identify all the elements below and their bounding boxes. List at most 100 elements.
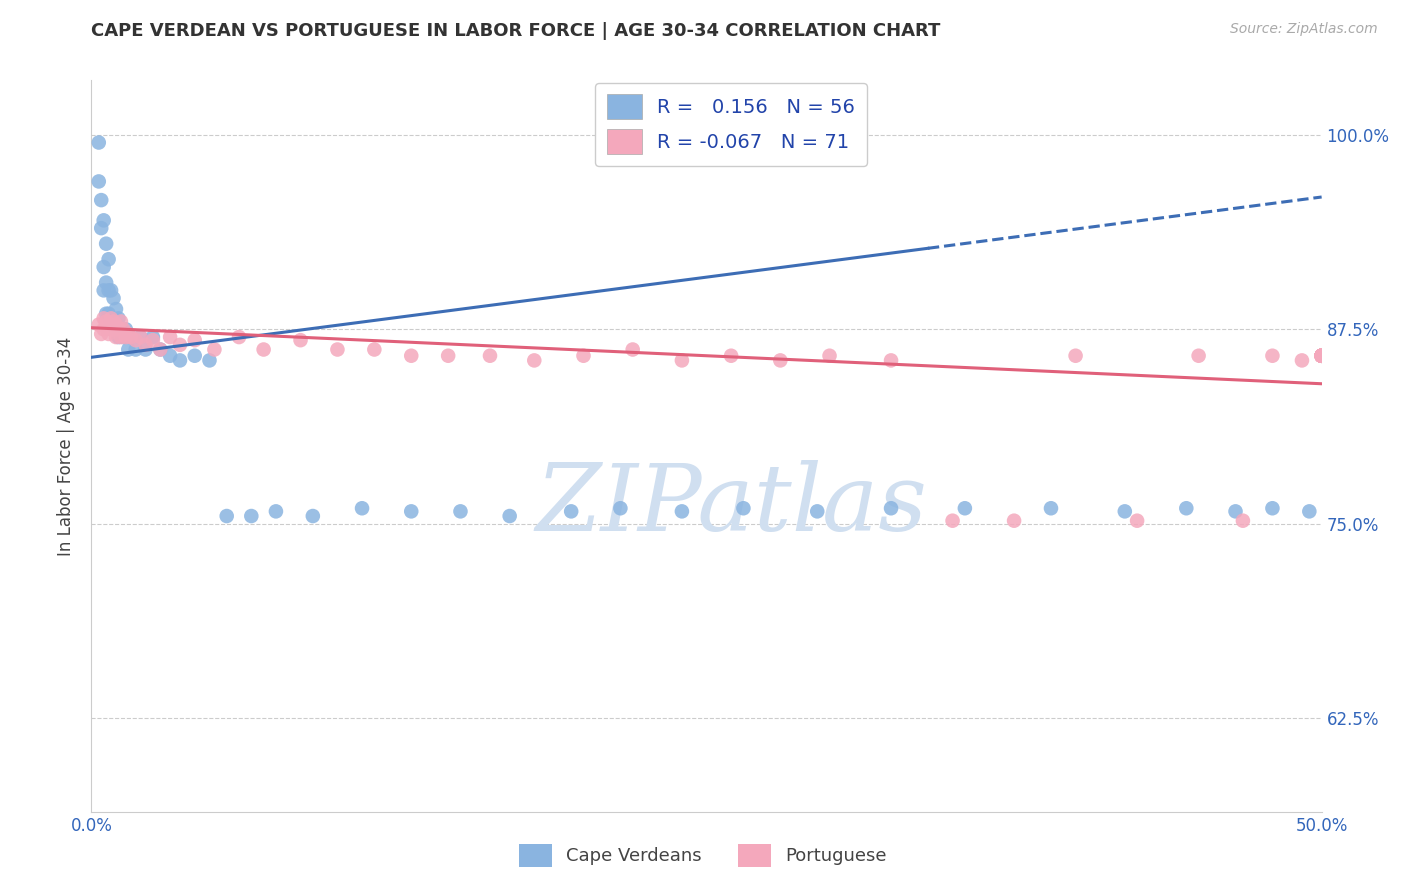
Point — [114, 322, 138, 336]
Point — [97, 326, 120, 341]
Point — [124, 343, 146, 357]
Point — [1310, 349, 1333, 363]
Point — [100, 314, 122, 328]
Point — [1310, 349, 1333, 363]
Point — [1310, 349, 1333, 363]
Point — [87, 318, 110, 332]
Point — [1261, 349, 1284, 363]
Y-axis label: In Labor Force | Age 30-34: In Labor Force | Age 30-34 — [58, 336, 76, 556]
Point — [1064, 349, 1087, 363]
Point — [112, 330, 135, 344]
Point — [437, 349, 460, 363]
Point — [129, 330, 152, 344]
Point — [1310, 349, 1333, 363]
Point — [100, 322, 122, 336]
Point — [498, 509, 520, 524]
Point — [107, 311, 129, 326]
Point — [1175, 501, 1198, 516]
Point — [301, 509, 323, 524]
Point — [169, 353, 191, 368]
Point — [135, 338, 156, 352]
Point — [90, 221, 112, 235]
Point — [97, 307, 120, 321]
Point — [149, 343, 172, 357]
Point — [107, 322, 129, 336]
Point — [953, 501, 976, 516]
Point — [818, 349, 841, 363]
Point — [290, 333, 312, 347]
Point — [120, 330, 142, 344]
Point — [110, 322, 132, 336]
Point — [1310, 349, 1333, 363]
Point — [609, 501, 631, 516]
Point — [215, 509, 238, 524]
Point — [449, 504, 471, 518]
Point — [93, 213, 115, 227]
Point — [124, 333, 146, 347]
Point — [363, 343, 385, 357]
Point — [769, 353, 792, 368]
Point — [90, 193, 112, 207]
Point — [1310, 349, 1333, 363]
Point — [1310, 349, 1333, 363]
Point — [107, 330, 129, 344]
Point — [880, 501, 903, 516]
Point — [1310, 349, 1333, 363]
Point — [97, 284, 120, 298]
Point — [720, 349, 742, 363]
Point — [87, 174, 110, 188]
Point — [112, 322, 135, 336]
Point — [1126, 514, 1149, 528]
Point — [183, 333, 207, 347]
Point — [97, 318, 120, 332]
Point — [105, 322, 127, 336]
Point — [1002, 514, 1025, 528]
Point — [120, 330, 142, 344]
Point — [114, 330, 138, 344]
Point — [560, 504, 582, 518]
Point — [96, 236, 117, 251]
Point — [1310, 349, 1333, 363]
Point — [264, 504, 287, 518]
Point — [1261, 501, 1284, 516]
Text: CAPE VERDEAN VS PORTUGUESE IN LABOR FORCE | AGE 30-34 CORRELATION CHART: CAPE VERDEAN VS PORTUGUESE IN LABOR FORC… — [91, 22, 941, 40]
Point — [253, 343, 276, 357]
Point — [671, 353, 693, 368]
Point — [806, 504, 828, 518]
Point — [103, 318, 125, 332]
Point — [399, 349, 422, 363]
Point — [941, 514, 963, 528]
Legend: R =   0.156   N = 56, R = -0.067   N = 71: R = 0.156 N = 56, R = -0.067 N = 71 — [595, 83, 868, 166]
Point — [103, 314, 125, 328]
Point — [1310, 349, 1333, 363]
Point — [100, 311, 122, 326]
Point — [93, 284, 115, 298]
Point — [105, 330, 127, 344]
Point — [93, 260, 115, 274]
Text: Source: ZipAtlas.com: Source: ZipAtlas.com — [1230, 22, 1378, 37]
Point — [159, 330, 181, 344]
Point — [1310, 349, 1333, 363]
Point — [105, 301, 127, 316]
Point — [621, 343, 644, 357]
Point — [103, 322, 125, 336]
Point — [523, 353, 546, 368]
Point — [110, 314, 132, 328]
Point — [105, 318, 127, 332]
Point — [733, 501, 755, 516]
Point — [399, 504, 422, 518]
Point — [96, 276, 117, 290]
Point — [228, 330, 250, 344]
Point — [96, 307, 117, 321]
Point — [202, 343, 225, 357]
Point — [671, 504, 693, 518]
Point — [240, 509, 263, 524]
Point — [1298, 504, 1320, 518]
Point — [1310, 349, 1333, 363]
Text: ZIPatlas: ZIPatlas — [536, 459, 927, 549]
Point — [1225, 504, 1247, 518]
Point — [129, 330, 152, 344]
Point — [198, 353, 221, 368]
Point — [1232, 514, 1254, 528]
Point — [149, 343, 172, 357]
